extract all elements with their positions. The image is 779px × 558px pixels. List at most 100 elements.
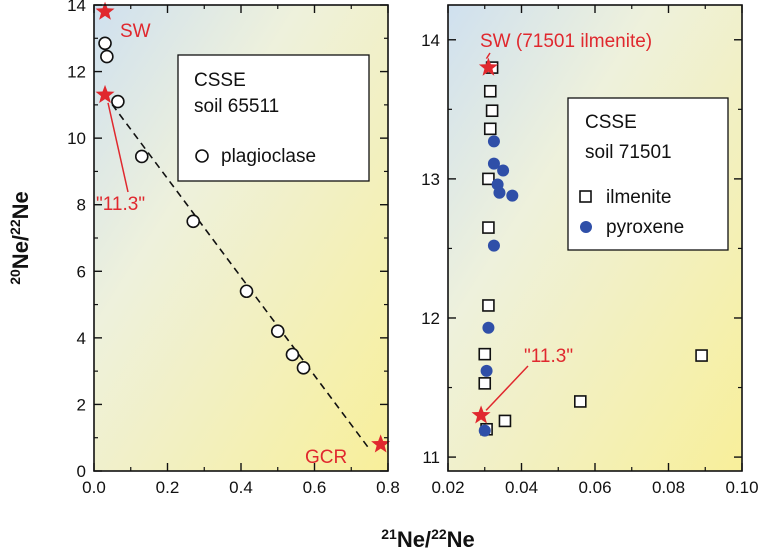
endmember-star [95, 1, 115, 20]
right-legend-entry-pyroxene: pyroxene [606, 217, 684, 238]
left-y-tick-label: 4 [77, 329, 86, 348]
ilmenite-point [483, 122, 497, 136]
ilmenite-point [485, 104, 499, 118]
plagioclase-point [111, 94, 125, 109]
endmember-star [95, 84, 115, 103]
right-legend-box [567, 97, 729, 251]
left-legend-box [177, 54, 370, 182]
right-legend-marker-pyroxene [580, 221, 592, 233]
plagioclase-point [270, 324, 285, 339]
right-y-tick-label: 12 [421, 309, 440, 328]
left-x-tick-label: 0.8 [376, 478, 400, 497]
right-annotations: SW (71501 ilmenite) "11.3" [480, 31, 652, 411]
ilmenite-point [482, 172, 495, 186]
left-legend-title1: CSSE [194, 70, 246, 91]
right-plot-frame [447, 4, 743, 472]
left-ticks: 0.0 0.2 0.4 0.6 0.8 0 2 4 6 8 10 12 14 [67, 0, 400, 497]
left-panel: 0.0 0.2 0.4 0.6 0.8 0 2 4 6 8 10 12 14 SW "11.3" GCR… [67, 0, 400, 497]
left-x-tick-label: 0.6 [303, 478, 327, 497]
plagioclase-point [285, 347, 300, 362]
left-y-tick-label: 10 [67, 129, 86, 148]
left-y-tick-label: 0 [77, 462, 86, 481]
right-y-tick-label: 13 [421, 170, 440, 189]
right-11-3-label: "11.3" [524, 346, 573, 367]
y-axis-title: 20Ne/22Ne [7, 191, 33, 285]
y-axis-title-end: Ne [8, 191, 33, 219]
left-y-tick-label: 8 [77, 196, 86, 215]
right-legend: CSSE soil 71501 ilmenite pyroxene [567, 97, 729, 251]
endmember-star [471, 405, 491, 424]
pyroxene-point [493, 186, 506, 199]
right-sw-label: SW (71501 ilmenite) [480, 31, 652, 52]
left-points [95, 1, 391, 453]
right-x-tick-label: 0.04 [505, 478, 538, 497]
right-legend-title1: CSSE [585, 112, 637, 133]
left-11-3-label: "11.3" [96, 194, 145, 215]
right-y-tick-label: 11 [422, 448, 440, 467]
left-sw-label: SW [120, 21, 151, 42]
right-sw-pointer [485, 52, 491, 60]
right-legend-marker-ilmenite [579, 190, 592, 203]
right-points [471, 57, 708, 437]
right-x-tick-label: 0.06 [578, 478, 611, 497]
left-annotations: SW "11.3" GCR [96, 21, 347, 468]
left-x-tick-label: 0.4 [229, 478, 253, 497]
left-y-tick-label: 6 [77, 262, 86, 281]
left-legend-title2: soil 65511 [194, 96, 279, 117]
plagioclase-point [98, 36, 112, 51]
left-legend-entry-plagioclase: plagioclase [221, 146, 316, 167]
plagioclase-point [296, 361, 311, 375]
ilmenite-point [482, 221, 495, 234]
right-legend-title2: soil 71501 [585, 142, 672, 163]
y-axis-title-sup: 20 [7, 269, 23, 285]
left-x-tick-label: 0.2 [156, 478, 180, 497]
ilmenite-point [478, 377, 492, 390]
endmember-star [371, 434, 391, 453]
left-y-tick-label: 2 [77, 395, 86, 414]
ilmenite-point [498, 414, 512, 428]
pyroxene-point [487, 157, 500, 170]
right-legend-entry-ilmenite: ilmenite [606, 187, 671, 208]
left-y-tick-label: 14 [67, 0, 86, 15]
left-y-tick-label: 12 [67, 63, 86, 82]
right-x-tick-label: 0.08 [652, 478, 685, 497]
left-legend: CSSE soil 65511 plagioclase [177, 54, 370, 182]
x-axis-title-sup2: 22 [431, 526, 447, 542]
right-y-tick-label: 14 [421, 31, 440, 50]
left-11-3-pointer [107, 102, 129, 193]
x-axis-title-rest: Ne/ [397, 527, 431, 552]
endmember-star [478, 57, 498, 76]
pyroxene-point [487, 239, 500, 252]
x-axis-title-sup: 21 [381, 526, 397, 542]
pyroxene-point [480, 364, 493, 377]
right-panel: 0.02 0.04 0.06 0.08 0.10 11 12 13 14 SW (71501 i… [421, 4, 759, 497]
plagioclase-point [186, 214, 201, 229]
left-plot-frame [93, 4, 389, 472]
plagioclase-point [134, 149, 149, 164]
pyroxene-point [506, 189, 519, 202]
pyroxene-point [497, 164, 510, 177]
left-gcr-label: GCR [305, 447, 347, 468]
left-mixing-line [104, 94, 371, 450]
x-axis-title: 21Ne/22Ne [381, 526, 475, 552]
left-legend-marker-plagioclase [195, 149, 209, 163]
right-11-3-pointer [485, 365, 529, 411]
ilmenite-point [573, 395, 587, 408]
ilmenite-point [482, 299, 495, 312]
pyroxene-point [482, 321, 495, 334]
pyroxene-point [487, 135, 500, 148]
ilmenite-point [478, 347, 492, 361]
right-ticks: 0.02 0.04 0.06 0.08 0.10 11 12 13 14 [421, 5, 759, 497]
pyroxene-point [478, 424, 491, 437]
left-x-tick-label: 0.0 [82, 478, 106, 497]
plagioclase-point [100, 49, 114, 64]
plagioclase-point [239, 284, 254, 299]
y-axis-title-sup2: 22 [7, 219, 23, 235]
right-x-tick-label: 0.10 [725, 478, 758, 497]
y-axis-title-rest: Ne/ [8, 235, 33, 269]
x-axis-title-end: Ne [447, 527, 475, 552]
ilmenite-point [483, 84, 497, 98]
right-x-tick-label: 0.02 [431, 478, 464, 497]
ilmenite-point [695, 349, 708, 362]
